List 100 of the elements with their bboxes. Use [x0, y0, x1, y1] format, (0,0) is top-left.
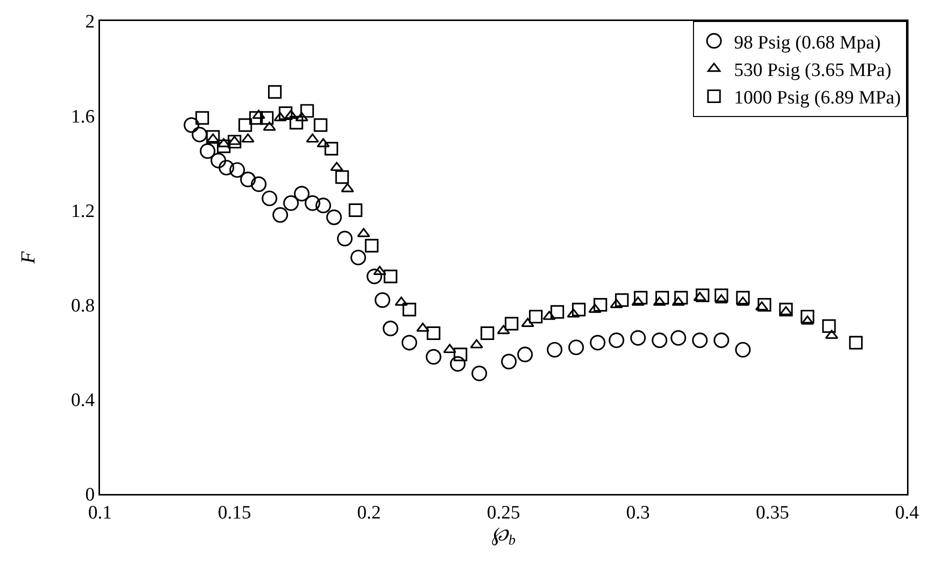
point	[736, 290, 750, 305]
point	[696, 288, 710, 302]
y-tick-label: 2	[85, 12, 95, 33]
point	[402, 334, 418, 350]
point	[206, 130, 220, 144]
point	[443, 344, 456, 354]
point	[324, 142, 338, 156]
y-tick-label: 1.2	[70, 200, 95, 222]
x-tick-label: 0.15	[218, 502, 252, 524]
point	[504, 316, 518, 331]
point	[357, 228, 370, 238]
legend-label: 98 Psig (0.68 Mpa)	[734, 32, 881, 54]
point	[450, 356, 466, 372]
point	[615, 293, 629, 307]
point	[330, 162, 344, 171]
point	[670, 330, 686, 346]
point	[241, 133, 255, 143]
x-tick-label: 0.2	[357, 502, 381, 524]
point	[528, 310, 543, 324]
point	[262, 190, 278, 206]
point	[735, 342, 751, 358]
point	[655, 290, 670, 305]
point	[195, 111, 210, 125]
point	[714, 294, 728, 304]
point	[250, 176, 267, 192]
point	[480, 326, 494, 340]
point	[274, 112, 287, 122]
point	[336, 230, 353, 246]
point	[608, 332, 624, 348]
point	[314, 118, 328, 132]
point	[374, 292, 390, 308]
point	[416, 322, 430, 332]
point	[290, 116, 304, 130]
point	[822, 319, 836, 333]
point	[366, 268, 382, 284]
point	[200, 143, 216, 159]
point	[278, 106, 292, 120]
point	[206, 133, 220, 143]
point	[825, 330, 838, 339]
point	[590, 334, 606, 350]
point	[306, 133, 320, 143]
x-tick-label: 0.3	[626, 502, 650, 524]
point	[714, 332, 730, 348]
point	[373, 266, 386, 275]
point	[184, 117, 200, 133]
point	[295, 112, 308, 122]
point	[216, 140, 231, 154]
point	[594, 298, 608, 312]
point	[568, 340, 584, 356]
point	[501, 354, 517, 370]
point	[249, 111, 263, 125]
point	[240, 172, 256, 188]
point	[272, 207, 288, 223]
point	[384, 270, 398, 284]
point	[238, 118, 252, 132]
point	[335, 170, 349, 184]
point	[800, 310, 814, 324]
point	[229, 162, 245, 178]
x-tick-label: 0.4	[895, 502, 920, 524]
point	[402, 302, 416, 316]
point	[348, 203, 362, 217]
point	[674, 290, 688, 305]
point	[542, 310, 556, 320]
point	[546, 342, 562, 358]
point	[268, 85, 282, 99]
point	[550, 305, 564, 319]
point	[316, 138, 330, 148]
point	[566, 308, 580, 318]
point	[294, 186, 310, 202]
x-tick-label: 0.25	[486, 502, 520, 524]
point	[300, 104, 314, 118]
point	[693, 292, 706, 302]
point	[672, 296, 685, 306]
point	[736, 296, 750, 306]
point	[394, 296, 408, 306]
point	[228, 134, 242, 148]
point	[714, 288, 728, 302]
y-axis-title: F	[18, 250, 40, 265]
point	[521, 318, 534, 328]
point	[572, 302, 586, 316]
point	[192, 126, 208, 142]
point	[652, 332, 668, 348]
point	[471, 366, 488, 382]
point	[454, 348, 468, 362]
point	[304, 195, 320, 211]
point	[426, 349, 442, 365]
y-tick-label: 0.4	[70, 390, 96, 412]
x-axis-title: ℘$_{b}$	[492, 524, 516, 549]
point	[382, 320, 398, 336]
legend-label: 1000 Psig (6.89 MPa)	[734, 88, 901, 109]
y-tick-label: 0.8	[70, 295, 95, 316]
point	[755, 301, 768, 310]
point	[260, 111, 274, 125]
point	[350, 250, 366, 266]
y-tick-label: 1.6	[70, 106, 95, 128]
point	[517, 346, 533, 362]
point	[426, 326, 440, 340]
point	[315, 198, 332, 214]
point	[630, 330, 646, 346]
point	[364, 238, 378, 252]
